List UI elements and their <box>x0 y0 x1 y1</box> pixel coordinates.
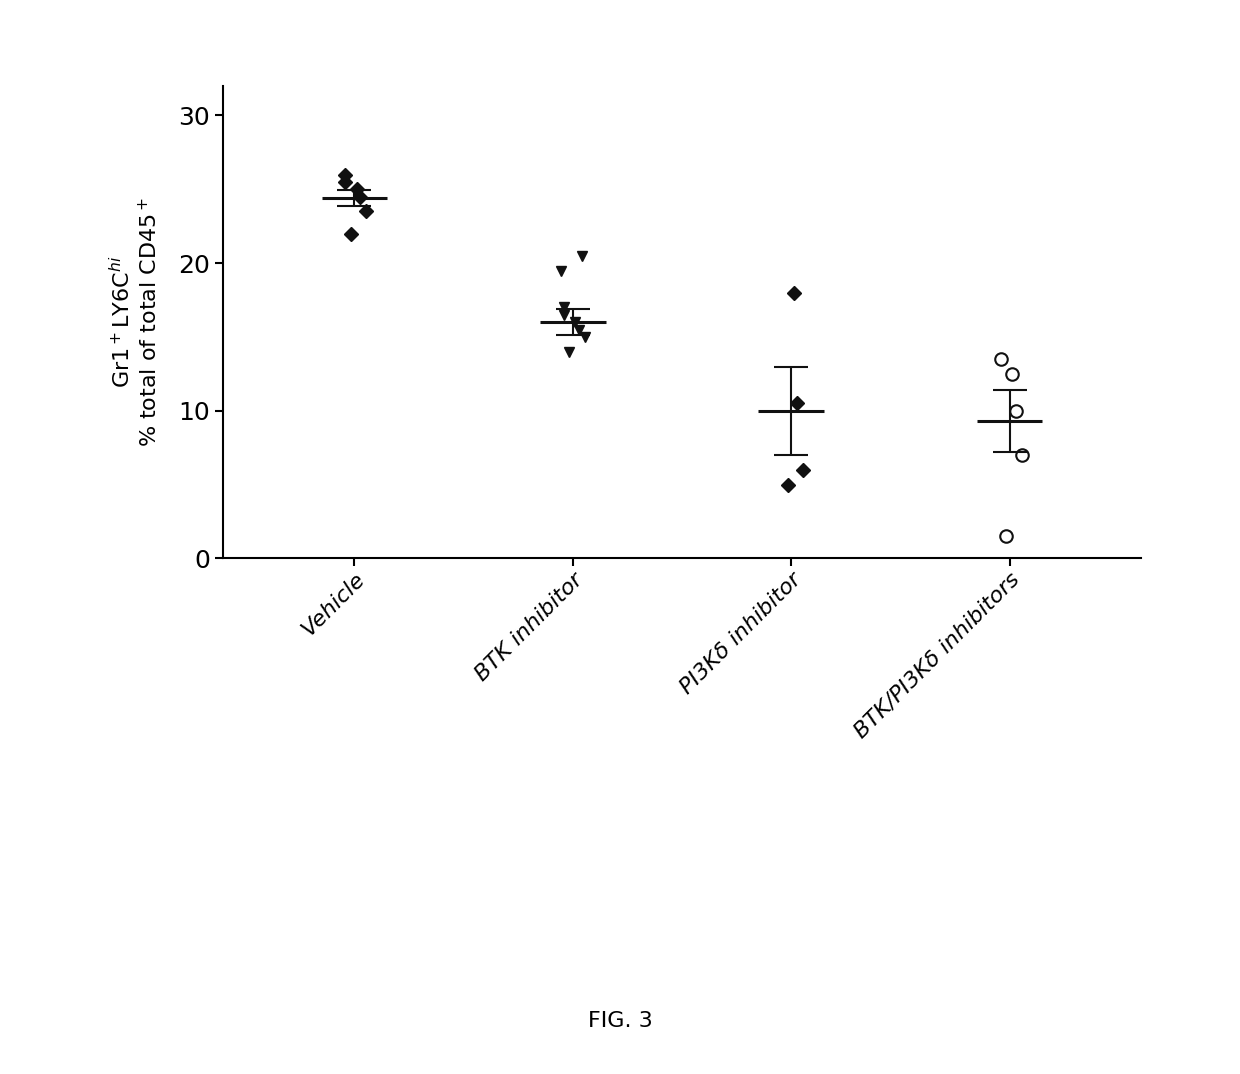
Text: FIG. 3: FIG. 3 <box>588 1011 652 1031</box>
Text: Vehicle: Vehicle <box>298 569 368 640</box>
Text: PI3Kδ inhibitor: PI3Kδ inhibitor <box>677 569 806 698</box>
Text: BTK/PI3Kδ inhibitors: BTK/PI3Kδ inhibitors <box>851 569 1024 742</box>
Y-axis label: Gr1$^+$LY6C$^{hi}$
% total of total CD45$^+$: Gr1$^+$LY6C$^{hi}$ % total of total CD45… <box>109 198 161 447</box>
Text: BTK inhibitor: BTK inhibitor <box>471 569 587 684</box>
